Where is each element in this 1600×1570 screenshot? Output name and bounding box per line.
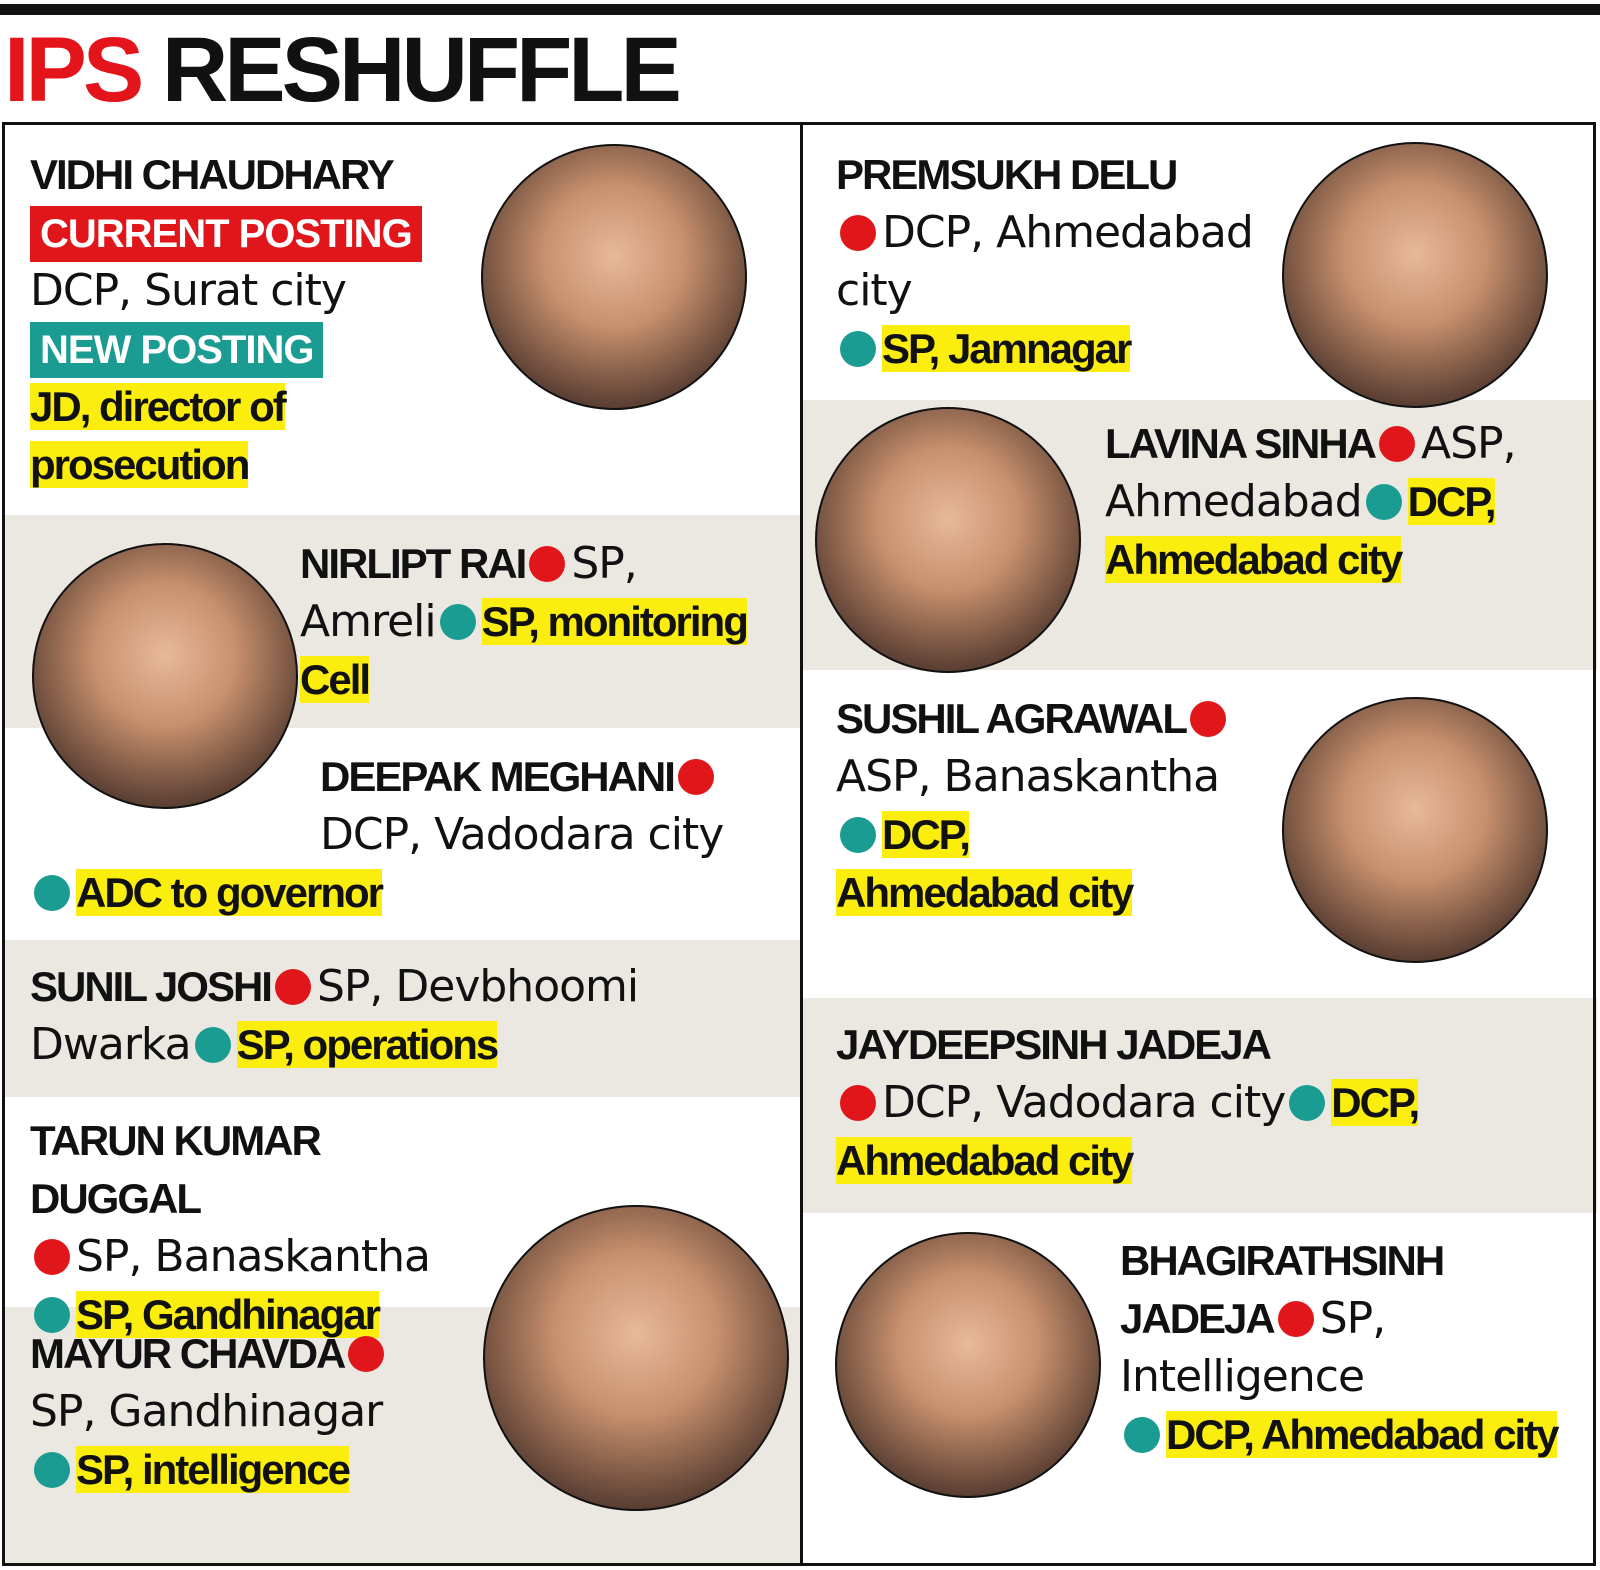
- officer: DEEPAK MEGHANI DCP, Vadodara city: [320, 748, 760, 864]
- divider: [800, 122, 803, 1566]
- officer-to: DCP, Ahmedabad city: [836, 811, 1134, 916]
- bullet: [1277, 1301, 1314, 1337]
- bullet: [274, 969, 311, 1005]
- band: [3, 940, 800, 1097]
- bullet: [1124, 1417, 1160, 1453]
- bullet: [1190, 701, 1227, 737]
- bullet: [1379, 426, 1415, 462]
- photo: [483, 1205, 789, 1511]
- bullet: [840, 331, 876, 367]
- officer-from: SP, Banaskantha: [76, 1231, 431, 1282]
- officer: SUNIL JOSHI SP, Devbhoomi Dwarka SP, opera…: [30, 958, 750, 1074]
- officer-to: ADC to governor: [76, 869, 384, 916]
- title-red: IPS: [4, 19, 144, 121]
- photo: [835, 1232, 1101, 1498]
- bullet: [34, 1297, 70, 1333]
- officer-from: SP, Gandhinagar: [30, 1386, 383, 1437]
- officer-to: SP, Jamnagar: [882, 325, 1132, 372]
- bullet: [439, 604, 476, 640]
- officer-name: NIRLIPT RAI: [300, 540, 527, 587]
- officer-name: LAVINA SINHA: [1105, 420, 1377, 467]
- officer-to: DCP, Ahmedabad city: [1166, 1411, 1559, 1458]
- photo: [32, 543, 298, 809]
- officer-from: DCP, Vadodara city: [882, 1077, 1286, 1128]
- bullet: [34, 875, 70, 911]
- officer: PREMSUKH DELU DCP, Ahmedabad city SP, Ja…: [836, 146, 1266, 378]
- officer-to: SP, Gandhinagar: [76, 1291, 381, 1338]
- officer-name: TARUN KUMAR DUGGAL: [30, 1117, 322, 1222]
- bullet: [840, 817, 876, 853]
- photo: [815, 407, 1081, 673]
- officer: BHAGIRATHSINH JADEJA SP, Intelligence DCP…: [1120, 1232, 1580, 1464]
- frame: [2, 122, 1596, 1566]
- officer-from: SP, Devbhoomi Dwarka: [30, 961, 639, 1070]
- officer-name: MAYUR CHAVDA: [30, 1330, 346, 1377]
- officer-from: ASP, Banaskantha: [836, 751, 1220, 802]
- bullet: [34, 1239, 70, 1275]
- officer-name: DEEPAK MEGHANI: [320, 753, 676, 800]
- bullet: [840, 215, 876, 251]
- officer: JAYDEEPSINH JADEJA DCP, Vadodara city DCP…: [836, 1016, 1556, 1190]
- officer: SUSHIL AGRAWAL ASP, Banaskantha DCP, Ahme…: [836, 690, 1276, 922]
- officer-from: DCP, Ahmedabad city: [836, 207, 1254, 316]
- officer-name: SUSHIL AGRAWAL: [836, 695, 1188, 742]
- title: IPS RESHUFFLE: [4, 19, 682, 121]
- current-label: CURRENT POSTING: [30, 206, 422, 262]
- new-label: NEW POSTING: [30, 322, 324, 378]
- officer: TARUN KUMAR DUGGAL SP, Banaskantha SP, G…: [30, 1112, 470, 1344]
- officer-new: ADC to governor: [30, 864, 730, 922]
- officer-from: SP, Intelligence: [1120, 1293, 1386, 1402]
- officer: LAVINA SINHA ASP, Ahmedabad DCP, Ahmedabad…: [1105, 415, 1575, 589]
- officer-from: DCP, Vadodara city: [320, 809, 724, 860]
- bullet: [1289, 1085, 1326, 1121]
- photo: [1282, 142, 1548, 408]
- bullet: [1365, 484, 1402, 520]
- officer-from: DCP, Surat city: [30, 265, 347, 316]
- officer-to: SP, intelligence: [76, 1446, 351, 1493]
- officer-name: JAYDEEPSINH JADEJA: [836, 1021, 1272, 1068]
- title-black: RESHUFFLE: [161, 19, 682, 121]
- officer: VIDHI CHAUDHARY CURRENT POSTING DCP, Sur…: [30, 146, 470, 494]
- officer-name: VIDHI CHAUDHARY: [30, 151, 395, 198]
- officer-name: BHAGIRATHSINH JADEJA: [1120, 1237, 1445, 1342]
- officer-name: PREMSUKH DELU: [836, 151, 1178, 198]
- officer: MAYUR CHAVDA SP, Gandhinagar SP, intelli…: [30, 1325, 470, 1499]
- photo: [481, 144, 747, 410]
- bullet: [677, 759, 714, 795]
- bullet: [348, 1336, 385, 1372]
- officer: NIRLIPT RAI SP, Amreli SP, monitoring Cell: [300, 535, 780, 709]
- photo: [1282, 697, 1548, 963]
- officer-to: JD, director of prosecution: [30, 383, 287, 488]
- officer-from: SP, Amreli: [300, 538, 638, 647]
- bullet: [34, 1452, 70, 1488]
- officer-from: ASP, Ahmedabad: [1105, 418, 1517, 527]
- bullet: [840, 1085, 876, 1121]
- officer-to: SP, operations: [236, 1021, 499, 1068]
- top-rule: [0, 4, 1600, 15]
- officer-name: SUNIL JOSHI: [30, 963, 273, 1010]
- bullet: [529, 546, 566, 582]
- bullet: [194, 1027, 231, 1063]
